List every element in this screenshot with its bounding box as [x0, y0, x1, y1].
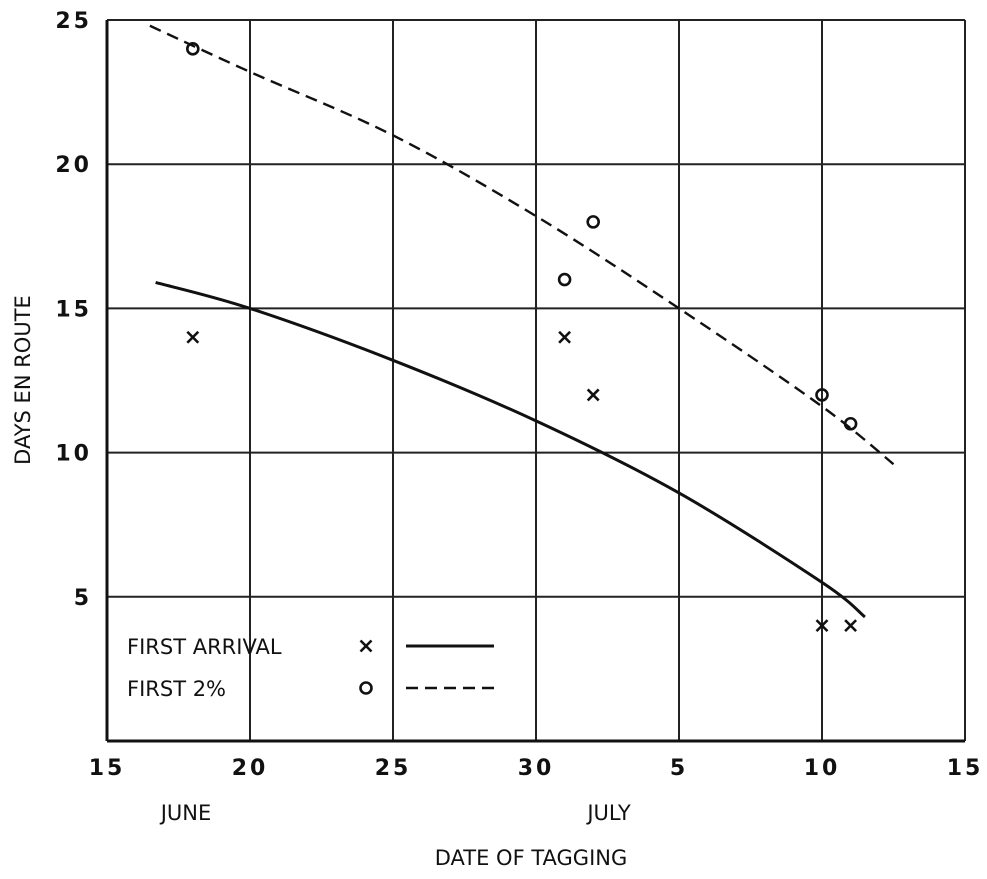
x-tick-label: 15: [89, 756, 126, 781]
x-tick-label: 10: [804, 756, 841, 781]
y-tick-label: 5: [74, 586, 92, 611]
series-layer: [149, 24, 895, 633]
grid: [106, 19, 966, 741]
y-tick-label: 25: [55, 9, 92, 34]
data-point-x: [558, 330, 572, 344]
series-first-arrival: [155, 280, 866, 633]
x-tick-label: 25: [375, 756, 412, 781]
y-tick-label: 15: [55, 297, 92, 322]
x-tick-label: 5: [670, 756, 688, 781]
legend-label: FIRST ARRIVAL: [127, 635, 282, 659]
x-tick-label: 20: [232, 756, 269, 781]
data-point-x: [815, 619, 829, 633]
data-point-o: [186, 42, 200, 56]
legend-marker-x: [359, 639, 373, 653]
y-tick-label: 20: [55, 153, 92, 178]
data-point-o: [557, 272, 572, 287]
tick-labels: 15 20 25 30 5 10 15 5 10 15 20 25 JUNE JULY: [55, 9, 984, 825]
axes: [105, 20, 965, 743]
data-point-x: [186, 330, 200, 344]
y-axis-label: DAYS EN ROUTE: [11, 295, 35, 465]
trend-line: [155, 280, 866, 619]
month-label: JULY: [585, 801, 630, 825]
x-tick-label: 30: [518, 756, 555, 781]
x-tick-label: 15: [947, 756, 984, 781]
month-label: JUNE: [159, 801, 212, 825]
data-point-o: [815, 388, 829, 402]
data-point-x: [586, 388, 600, 402]
y-tick-label: 10: [55, 442, 92, 467]
trend-line: [149, 24, 895, 466]
data-point-o: [843, 416, 858, 431]
legend-marker-o: [359, 681, 373, 695]
x-axis-label: DATE OF TAGGING: [435, 846, 628, 870]
data-point-x: [844, 619, 858, 633]
data-point-o: [586, 215, 601, 229]
series-first-2-percent: [149, 24, 895, 466]
legend: FIRST ARRIVAL FIRST 2%: [127, 635, 494, 701]
legend-label: FIRST 2%: [127, 677, 226, 701]
